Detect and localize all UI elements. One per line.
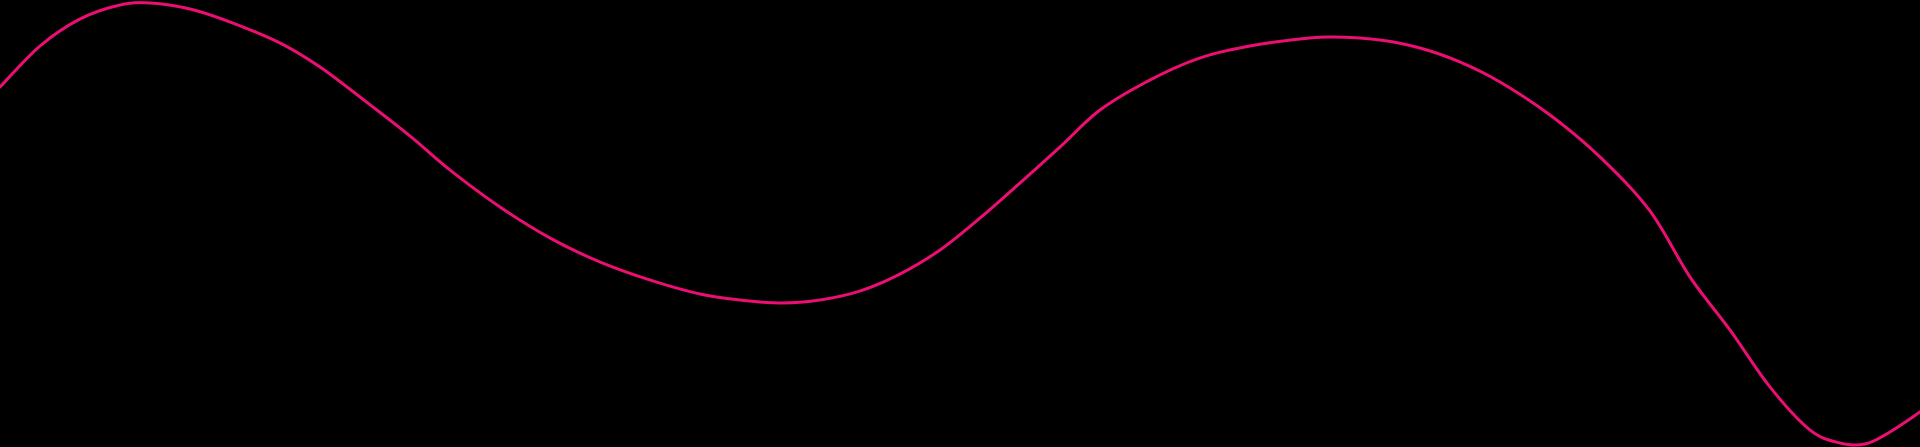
chart-background [0,0,1920,447]
sine-wave-banner [0,0,1920,447]
sine-wave-curve [0,1,1920,447]
wave-chart-svg [0,0,1920,447]
